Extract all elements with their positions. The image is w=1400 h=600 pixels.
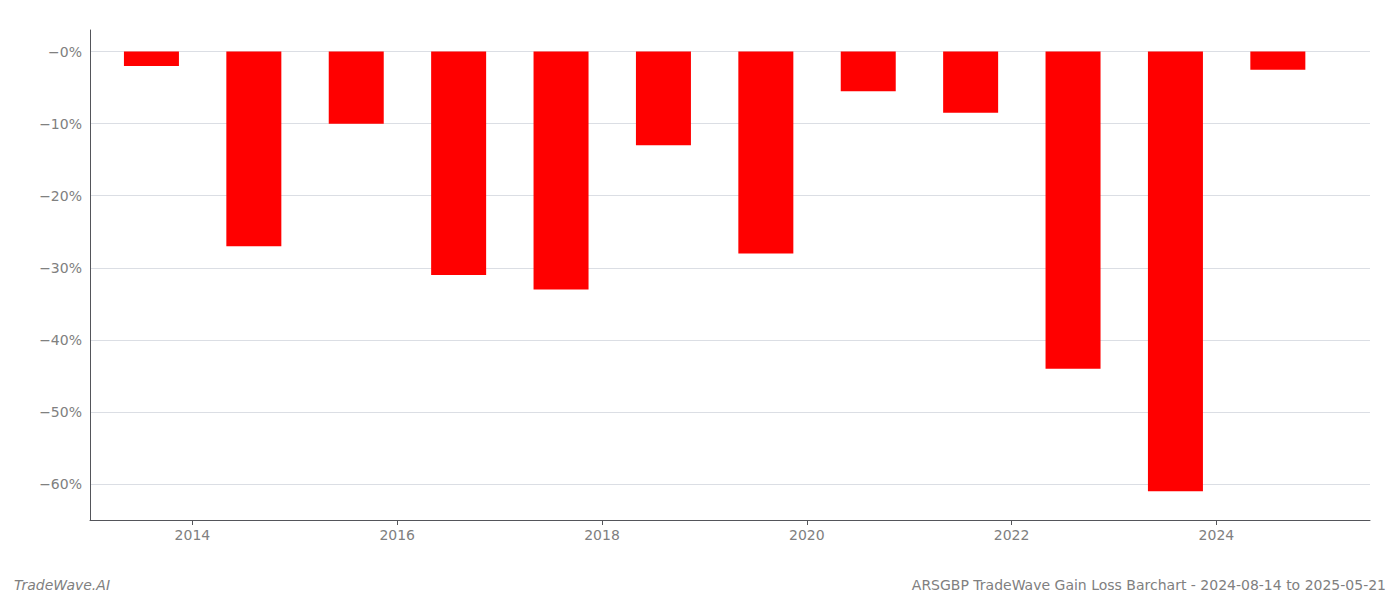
svg-text:TradeWave.AI: TradeWave.AI [14, 577, 110, 593]
svg-text:2018: 2018 [584, 527, 620, 543]
svg-text:2014: 2014 [175, 527, 211, 543]
svg-text:2024: 2024 [1199, 527, 1235, 543]
svg-text:2022: 2022 [994, 527, 1030, 543]
svg-text:2020: 2020 [789, 527, 825, 543]
svg-text:−30%: −30% [39, 260, 82, 276]
svg-text:2016: 2016 [379, 527, 415, 543]
svg-text:−20%: −20% [39, 188, 82, 204]
svg-text:−60%: −60% [39, 476, 82, 492]
svg-text:−40%: −40% [39, 332, 82, 348]
svg-text:−10%: −10% [39, 116, 82, 132]
svg-text:−50%: −50% [39, 404, 82, 420]
svg-text:−0%: −0% [48, 44, 82, 60]
svg-text:ARSGBP TradeWave Gain Loss Bar: ARSGBP TradeWave Gain Loss Barchart - 20… [912, 577, 1386, 593]
